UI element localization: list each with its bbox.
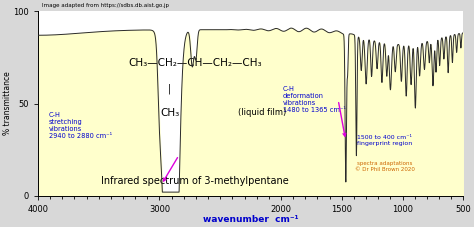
Text: C-H
stretching
vibrations
2940 to 2880 cm⁻¹: C-H stretching vibrations 2940 to 2880 c… xyxy=(48,112,112,139)
Y-axis label: % transmittance: % transmittance xyxy=(3,72,12,136)
Text: CH₃: CH₃ xyxy=(160,108,180,118)
Text: Image adapted from https://sdbs.db.aist.go.jp: Image adapted from https://sdbs.db.aist.… xyxy=(42,2,169,7)
Text: CH₃—CH₂—CH—CH₂—CH₃: CH₃—CH₂—CH—CH₂—CH₃ xyxy=(128,58,262,68)
Text: C-H
deformation
vibrations
1480 to 1365 cm⁻¹: C-H deformation vibrations 1480 to 1365 … xyxy=(283,86,346,113)
Text: spectra adaptations
© Dr Phil Brown 2020: spectra adaptations © Dr Phil Brown 2020 xyxy=(355,161,415,172)
Text: 1500 to 400 cm⁻¹
fingerprint region: 1500 to 400 cm⁻¹ fingerprint region xyxy=(357,135,412,146)
Text: Infrared spectrum of 3-methylpentane: Infrared spectrum of 3-methylpentane xyxy=(101,176,289,186)
Text: |: | xyxy=(168,84,172,94)
X-axis label: wavenumber  cm⁻¹: wavenumber cm⁻¹ xyxy=(203,215,299,224)
Text: (liquid film): (liquid film) xyxy=(238,108,286,117)
